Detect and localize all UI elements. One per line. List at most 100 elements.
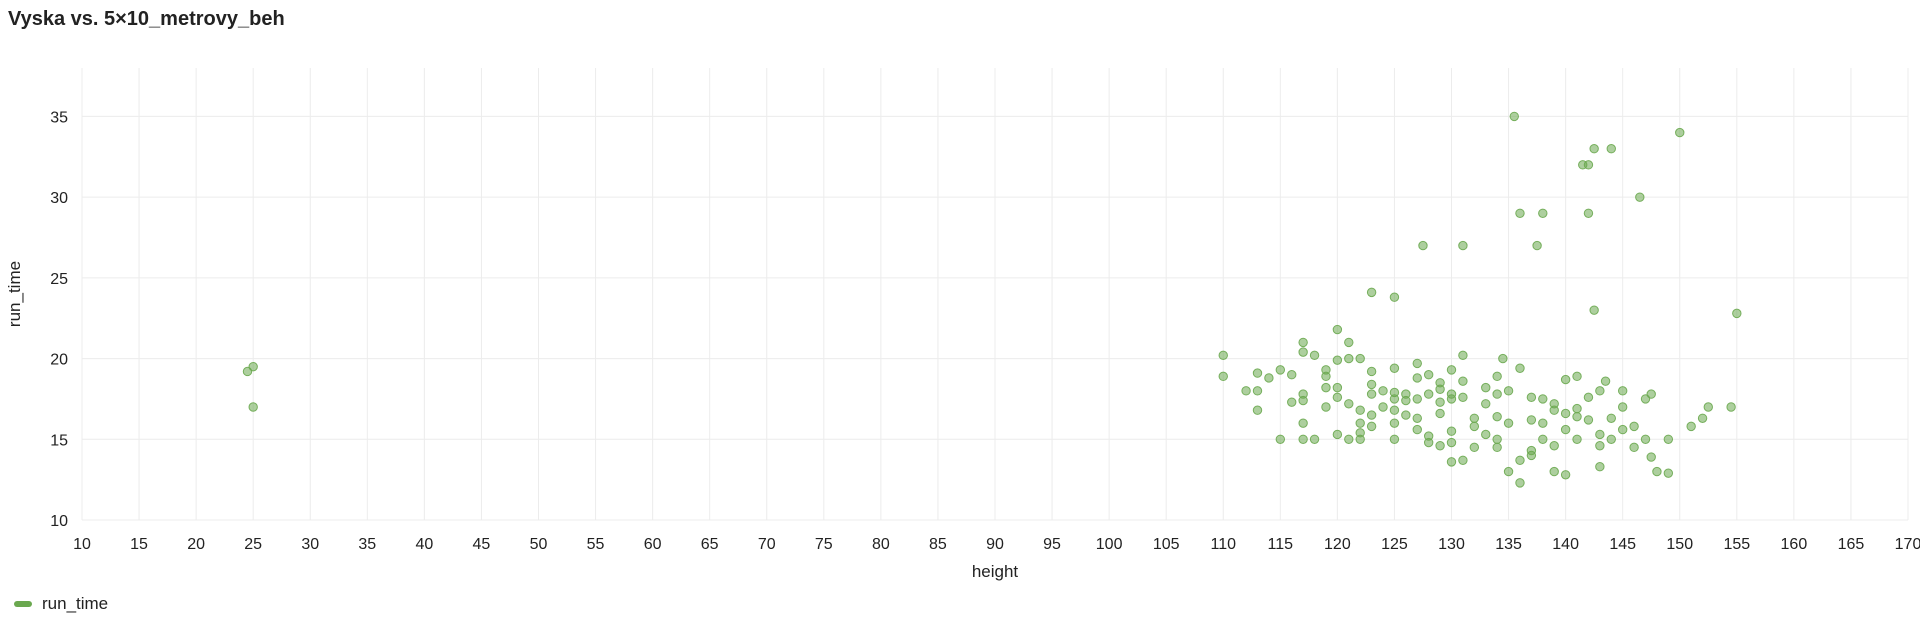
data-point[interactable]: [1498, 353, 1508, 364]
data-point[interactable]: [1583, 415, 1594, 425]
data-point[interactable]: [1538, 394, 1548, 404]
data-point[interactable]: [1469, 413, 1480, 423]
data-point[interactable]: [1572, 403, 1582, 414]
data-point[interactable]: [1606, 413, 1616, 423]
data-point[interactable]: [1389, 394, 1400, 404]
data-point[interactable]: [1332, 382, 1343, 393]
data-point[interactable]: [1389, 405, 1400, 415]
data-point[interactable]: [1492, 411, 1502, 422]
data-point[interactable]: [1275, 434, 1286, 444]
data-point[interactable]: [1366, 379, 1377, 390]
data-point[interactable]: [1646, 389, 1656, 399]
data-point[interactable]: [1532, 240, 1542, 251]
data-point[interactable]: [1589, 144, 1599, 154]
data-point[interactable]: [1560, 374, 1571, 385]
data-point[interactable]: [1423, 389, 1434, 399]
data-point[interactable]: [1378, 402, 1388, 412]
data-point[interactable]: [1412, 358, 1422, 369]
data-point[interactable]: [1418, 240, 1428, 251]
data-point[interactable]: [1389, 434, 1400, 444]
data-point[interactable]: [1492, 434, 1502, 444]
data-point[interactable]: [1617, 386, 1628, 396]
data-point[interactable]: [1492, 371, 1502, 382]
data-point[interactable]: [1435, 441, 1445, 451]
data-point[interactable]: [1298, 418, 1308, 428]
data-point[interactable]: [1458, 240, 1468, 251]
data-point[interactable]: [1423, 370, 1434, 380]
data-point[interactable]: [1646, 452, 1656, 462]
data-point[interactable]: [1726, 402, 1736, 412]
data-point[interactable]: [1298, 347, 1308, 357]
data-point[interactable]: [1600, 376, 1611, 386]
data-point[interactable]: [1309, 434, 1320, 444]
data-point[interactable]: [1435, 408, 1445, 419]
data-point[interactable]: [1572, 371, 1582, 382]
data-point[interactable]: [1469, 421, 1480, 432]
data-point[interactable]: [1321, 402, 1331, 412]
data-point[interactable]: [1412, 394, 1422, 404]
data-point[interactable]: [248, 361, 258, 372]
data-point[interactable]: [1355, 428, 1365, 438]
data-point[interactable]: [1515, 363, 1525, 373]
data-point[interactable]: [1481, 429, 1491, 440]
data-point[interactable]: [1378, 386, 1388, 396]
data-point[interactable]: [1435, 384, 1445, 394]
data-point[interactable]: [1298, 337, 1308, 348]
data-point[interactable]: [1355, 353, 1365, 364]
data-point[interactable]: [1560, 408, 1571, 419]
data-point[interactable]: [1332, 355, 1343, 365]
data-point[interactable]: [1509, 111, 1519, 122]
data-point[interactable]: [1412, 413, 1422, 423]
data-point[interactable]: [1629, 442, 1639, 453]
data-point[interactable]: [1617, 402, 1628, 412]
data-point[interactable]: [1560, 470, 1571, 480]
data-point[interactable]: [1458, 455, 1468, 465]
data-point[interactable]: [1606, 144, 1616, 154]
data-point[interactable]: [1583, 392, 1594, 403]
data-point[interactable]: [1515, 478, 1525, 488]
data-point[interactable]: [1366, 389, 1377, 399]
data-point[interactable]: [1572, 434, 1582, 444]
data-point[interactable]: [1663, 468, 1674, 478]
data-point[interactable]: [1503, 386, 1514, 396]
data-point[interactable]: [1412, 424, 1422, 435]
data-point[interactable]: [1652, 466, 1662, 477]
data-point[interactable]: [1412, 373, 1422, 383]
data-point[interactable]: [1252, 386, 1263, 396]
data-point[interactable]: [1446, 365, 1457, 375]
data-point[interactable]: [1446, 394, 1457, 404]
data-point[interactable]: [1446, 457, 1457, 467]
data-point[interactable]: [1423, 437, 1434, 448]
data-point[interactable]: [1458, 392, 1468, 403]
data-point[interactable]: [1241, 386, 1251, 396]
data-point[interactable]: [1526, 392, 1537, 403]
data-point[interactable]: [1287, 397, 1297, 407]
data-point[interactable]: [1629, 421, 1639, 432]
data-point[interactable]: [1344, 337, 1354, 348]
data-point[interactable]: [1583, 160, 1594, 170]
data-point[interactable]: [1560, 424, 1571, 435]
data-point[interactable]: [1703, 402, 1713, 412]
data-point[interactable]: [1264, 373, 1274, 383]
data-point[interactable]: [1389, 418, 1400, 428]
data-point[interactable]: [1640, 434, 1651, 444]
data-point[interactable]: [1355, 405, 1365, 415]
data-point[interactable]: [1321, 382, 1331, 393]
data-point[interactable]: [1332, 429, 1343, 440]
data-point[interactable]: [1606, 434, 1616, 444]
data-point[interactable]: [1344, 399, 1354, 409]
data-point[interactable]: [1538, 434, 1548, 444]
data-point[interactable]: [1389, 363, 1400, 373]
data-point[interactable]: [1401, 410, 1411, 420]
data-point[interactable]: [1595, 441, 1605, 451]
data-point[interactable]: [1583, 208, 1594, 218]
data-point[interactable]: [1446, 437, 1457, 448]
data-point[interactable]: [1287, 370, 1297, 380]
data-point[interactable]: [1515, 455, 1525, 465]
data-point[interactable]: [248, 402, 258, 412]
data-point[interactable]: [1526, 445, 1537, 456]
data-point[interactable]: [1252, 368, 1263, 378]
data-point[interactable]: [1595, 429, 1605, 440]
data-point[interactable]: [1481, 382, 1491, 393]
data-point[interactable]: [1344, 353, 1354, 364]
